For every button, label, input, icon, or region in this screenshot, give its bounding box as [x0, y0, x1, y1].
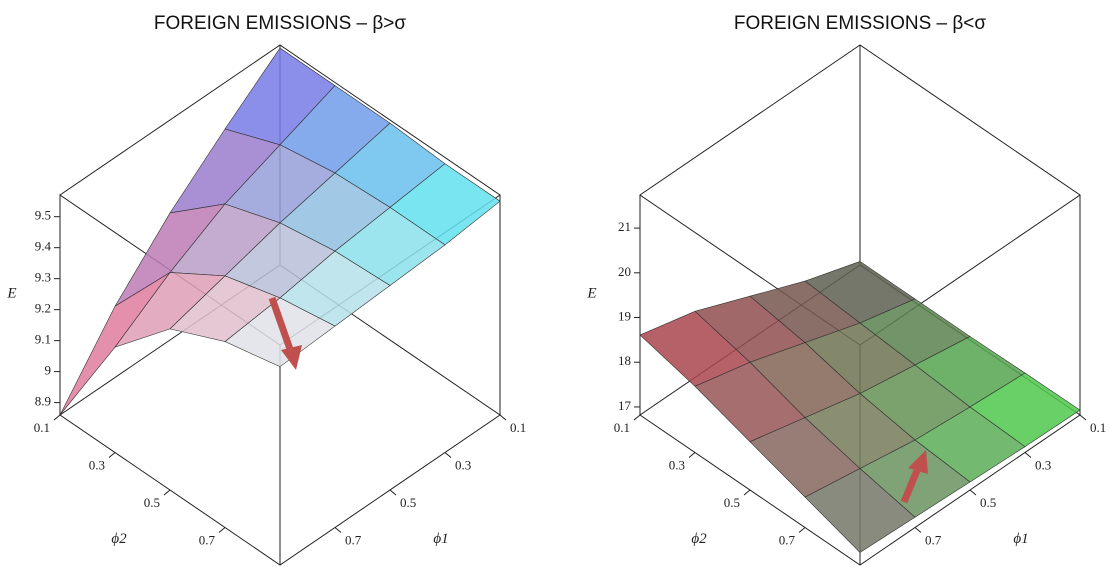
y-tick-label: 0.1 — [34, 420, 50, 435]
z-tick-label: 20 — [618, 264, 631, 279]
arrow-shaft — [268, 296, 295, 354]
z-axis-label: E — [6, 285, 16, 301]
y-tick — [53, 414, 61, 421]
x-tick-label: 0.5 — [980, 495, 996, 510]
y-tick — [163, 489, 171, 496]
x-tick — [914, 527, 922, 533]
x-axis-label: ϕ1 — [1013, 531, 1028, 547]
arrow — [900, 450, 928, 504]
z-tick-label: 21 — [618, 219, 631, 234]
y-tick — [688, 452, 696, 458]
x-tick-label: 0.7 — [925, 532, 942, 547]
y-axis-label: ϕ2 — [691, 531, 707, 547]
z-tick-label: 9.3 — [35, 270, 51, 285]
plots: FOREIGN EMISSIONS – β>σ 8.9 9 9.1 9.2 9.3 9.4 9… — [6, 13, 1106, 566]
x-tick-label: 0.5 — [400, 495, 416, 510]
y-tick — [218, 527, 226, 533]
y-tick-label: 0.5 — [724, 495, 740, 510]
x-tick — [1079, 414, 1087, 421]
y-tick-label: 0.7 — [779, 532, 796, 547]
x-tick — [444, 452, 452, 458]
x-tick-label: 0.3 — [1035, 457, 1051, 472]
surface-plot: FOREIGN EMISSIONS – β<σ 17 18 19 20 21 0.1 0.3 0… — [586, 13, 1106, 566]
z-tick-label: 9.5 — [35, 208, 51, 223]
arrow-head — [281, 345, 302, 370]
arrow-shaft — [900, 466, 922, 504]
z-tick-label: 18 — [618, 353, 631, 368]
x-tick — [389, 489, 397, 496]
arrow — [268, 296, 302, 370]
y-tick — [743, 489, 751, 496]
z-tick-label: 19 — [618, 309, 631, 324]
z-tick-label: 9.2 — [35, 301, 51, 316]
z-axis-label: E — [586, 285, 596, 301]
x-tick-label: 0.3 — [455, 457, 471, 472]
y-tick-label: 0.1 — [614, 420, 630, 435]
surface-cell — [804, 468, 916, 553]
y-tick-label: 0.3 — [669, 457, 685, 472]
x-tick-label: 0.1 — [1090, 420, 1106, 435]
y-tick — [108, 452, 116, 458]
y-tick-label: 0.7 — [199, 532, 216, 547]
chart-title: FOREIGN EMISSIONS – β>σ — [154, 13, 407, 34]
surface-cell — [224, 297, 336, 368]
x-tick-label: 0.1 — [510, 420, 526, 435]
x-tick — [969, 489, 977, 496]
y-tick — [633, 414, 641, 421]
surface-plot: FOREIGN EMISSIONS – β>σ 8.9 9 9.1 9.2 9.3 9.4 9… — [6, 13, 526, 566]
x-tick — [334, 527, 342, 533]
x-axis-label: ϕ1 — [433, 531, 448, 547]
y-tick-label: 0.5 — [144, 495, 160, 510]
z-tick-label: 9.1 — [35, 332, 51, 347]
z-tick-label: 8.9 — [35, 394, 51, 409]
x-tick-label: 0.7 — [345, 532, 362, 547]
y-tick-label: 0.3 — [89, 457, 105, 472]
x-tick — [1024, 452, 1032, 458]
chart-title: FOREIGN EMISSIONS – β<σ — [734, 13, 987, 34]
y-tick — [798, 527, 806, 533]
surface-cell — [59, 272, 171, 416]
z-tick-label: 9 — [45, 363, 52, 378]
arrow-head — [908, 450, 928, 474]
z-tick-label: 9.4 — [35, 239, 52, 254]
y-axis-label: ϕ2 — [111, 531, 127, 547]
z-tick-label: 17 — [618, 398, 632, 413]
x-tick — [499, 414, 507, 421]
